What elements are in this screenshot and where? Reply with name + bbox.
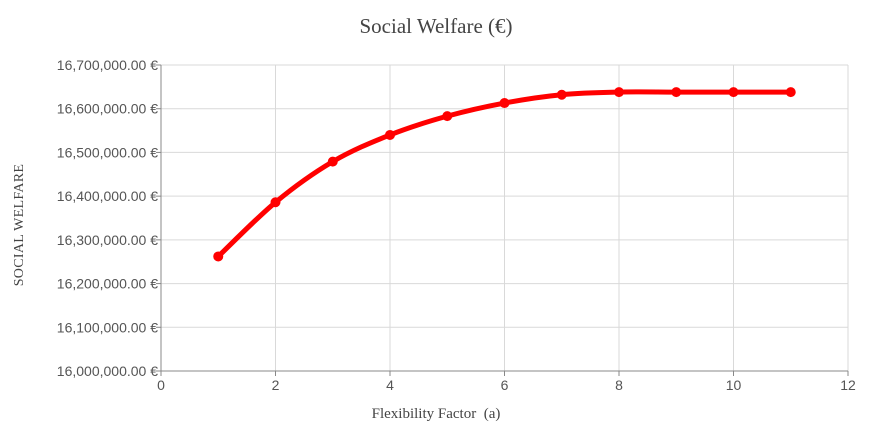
data-point bbox=[728, 87, 739, 98]
x-tick-label: 0 bbox=[157, 377, 165, 393]
data-point bbox=[442, 111, 453, 122]
x-tick-label: 2 bbox=[272, 377, 280, 393]
data-point bbox=[785, 87, 796, 98]
x-tick-label: 6 bbox=[501, 377, 509, 393]
data-point bbox=[671, 87, 682, 98]
y-tick-label: 16,600,000.00 € bbox=[57, 101, 158, 117]
y-tick-label: 16,000,000.00 € bbox=[57, 363, 158, 379]
data-point bbox=[213, 251, 224, 262]
x-tick-label: 4 bbox=[386, 377, 394, 393]
x-tick-label: 12 bbox=[840, 377, 856, 393]
data-point bbox=[270, 197, 281, 208]
x-tick-label: 10 bbox=[726, 377, 742, 393]
y-tick-label: 16,300,000.00 € bbox=[57, 232, 158, 248]
y-tick-label: 16,200,000.00 € bbox=[57, 276, 158, 292]
data-point bbox=[385, 129, 395, 140]
data-point bbox=[499, 98, 510, 109]
chart-title: Social Welfare (€) bbox=[359, 14, 513, 38]
x-tick-label: 8 bbox=[615, 377, 623, 393]
data-point bbox=[556, 89, 567, 100]
data-point bbox=[327, 156, 338, 167]
y-tick-label: 16,500,000.00 € bbox=[57, 144, 158, 160]
data-point bbox=[614, 87, 624, 98]
x-axis-label: Flexibility Factor (a) bbox=[371, 406, 501, 422]
y-tick-label: 16,100,000.00 € bbox=[57, 319, 158, 335]
y-tick-label: 16,700,000.00 € bbox=[57, 57, 158, 73]
y-tick-label: 16,400,000.00 € bbox=[57, 188, 158, 204]
